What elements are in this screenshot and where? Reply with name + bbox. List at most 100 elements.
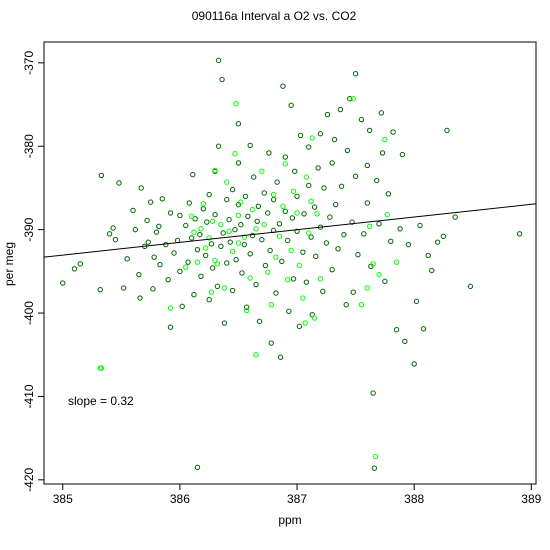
data-point (324, 111, 331, 118)
data-point (192, 216, 198, 222)
data-point (185, 259, 191, 265)
data-point (177, 268, 183, 275)
data-point (282, 161, 289, 167)
data-point (227, 239, 233, 245)
data-point (259, 168, 265, 174)
data-point (245, 213, 251, 219)
data-point (294, 228, 300, 235)
data-point (186, 200, 192, 206)
data-point (282, 208, 289, 214)
data-point (311, 204, 318, 210)
data-point (344, 147, 351, 154)
data-point (204, 219, 210, 225)
data-point (191, 229, 197, 235)
data-point (106, 231, 113, 237)
data-point (144, 217, 150, 224)
data-point (202, 245, 209, 251)
data-point (288, 102, 294, 109)
data-point (266, 150, 272, 156)
data-point (235, 121, 242, 127)
data-point (194, 246, 201, 253)
data-point (273, 290, 279, 296)
y-axis-label: per meg (2, 242, 16, 286)
data-point (229, 248, 236, 255)
plot-frame (43, 41, 537, 485)
data-point (97, 286, 103, 293)
data-point (124, 256, 130, 262)
data-point (247, 142, 253, 149)
data-point (290, 276, 297, 282)
data-point (194, 259, 201, 265)
data-point (235, 240, 242, 246)
data-point (220, 230, 226, 236)
data-point (250, 174, 257, 180)
data-point (373, 177, 380, 184)
x-axis: 385 386 387 388 389 (53, 484, 542, 506)
data-point (355, 251, 361, 258)
data-point (198, 273, 204, 280)
data-point (309, 135, 315, 141)
data-point (151, 254, 157, 260)
data-point (194, 464, 201, 471)
data-point (306, 230, 312, 236)
data-point (253, 226, 259, 232)
data-point (371, 465, 378, 471)
data-point (397, 226, 403, 232)
data-point (294, 210, 300, 216)
data-point (358, 301, 365, 308)
data-point (366, 223, 373, 230)
data-point (329, 160, 335, 166)
data-point (323, 240, 330, 246)
data-point (191, 291, 197, 298)
data-point (156, 223, 162, 230)
data-point (229, 186, 236, 193)
data-point (296, 262, 303, 269)
data-point (241, 241, 248, 248)
data-point (434, 239, 441, 245)
data-point (145, 239, 151, 245)
data-point (300, 295, 306, 301)
data-point (390, 129, 396, 135)
data-point (335, 246, 341, 252)
x-tick-label: 389 (521, 492, 541, 506)
data-point (233, 256, 239, 263)
chart-title: 090116a Interval a O2 vs. CO2 (192, 9, 357, 23)
data-point (329, 266, 335, 273)
data-point (308, 234, 314, 240)
data-point (294, 193, 300, 199)
data-point (393, 327, 400, 333)
data-point (277, 354, 284, 360)
data-point (165, 276, 171, 283)
data-point (315, 165, 321, 171)
data-point (163, 241, 169, 248)
data-point (268, 301, 274, 308)
data-point (209, 265, 216, 271)
data-point (202, 252, 209, 259)
data-point (444, 127, 450, 134)
data-point (138, 185, 144, 191)
y-tick-label: -420 (22, 468, 36, 492)
data-point (206, 296, 212, 303)
data-point (253, 281, 259, 288)
data-point (232, 151, 238, 157)
y-tick-label: -400 (22, 301, 36, 325)
data-point (206, 191, 212, 198)
data-point (197, 231, 203, 238)
data-point (226, 216, 232, 223)
y-tick-label: -380 (22, 134, 36, 158)
x-tick-label: 386 (170, 492, 190, 506)
data-point (198, 226, 204, 232)
data-point (393, 259, 400, 265)
data-point (214, 261, 221, 267)
data-point (130, 207, 136, 214)
slope-annotation: slope = 0.32 (68, 394, 134, 408)
data-point (317, 276, 324, 282)
data-point (399, 151, 406, 158)
data-point (286, 308, 292, 315)
data-point (296, 323, 303, 330)
data-point (382, 136, 388, 143)
data-point (331, 136, 338, 143)
data-point (306, 182, 312, 189)
data-point (349, 219, 355, 225)
data-point (284, 237, 291, 244)
